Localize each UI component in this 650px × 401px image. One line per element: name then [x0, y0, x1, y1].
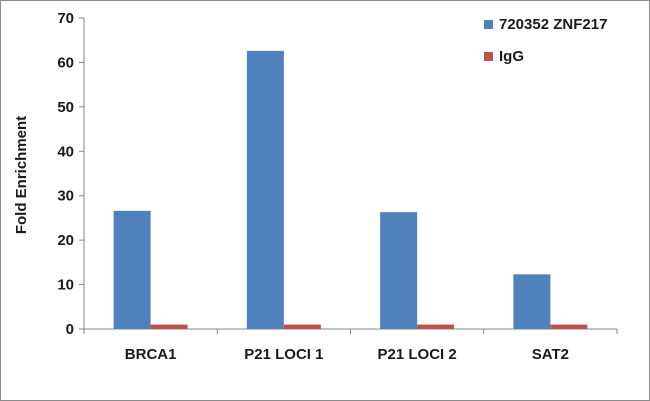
legend-label: IgG — [499, 48, 524, 65]
y-tick-label: 40 — [57, 143, 74, 160]
y-tick-label: 10 — [57, 277, 74, 294]
bar-igg — [150, 324, 188, 329]
legend-swatch — [484, 52, 493, 61]
bar-igg — [417, 324, 455, 329]
x-tick-label: BRCA1 — [125, 346, 177, 363]
legend-swatch — [484, 20, 493, 29]
y-tick-label: 70 — [57, 10, 74, 27]
legend: 720352 ZNF217 IgG — [484, 16, 607, 65]
x-tick-label: P21 LOCI 1 — [244, 346, 323, 363]
bar-igg — [550, 324, 588, 329]
bar-igg — [283, 324, 321, 329]
y-tick-label: 50 — [57, 99, 74, 116]
y-tick-label: 60 — [57, 54, 74, 71]
y-axis-label: Fold Enrichment — [13, 116, 30, 234]
legend-label: 720352 ZNF217 — [499, 16, 607, 33]
x-tick-label: P21 LOCI 2 — [378, 346, 457, 363]
x-tick-label: SAT2 — [532, 346, 569, 363]
bar-znf217 — [113, 210, 151, 329]
y-tick-label: 30 — [57, 188, 74, 205]
y-tick-label: 20 — [57, 232, 74, 249]
bar-znf217 — [380, 212, 418, 329]
bar-znf217 — [513, 274, 551, 329]
y-tick-label: 0 — [66, 321, 74, 338]
bar-znf217 — [246, 50, 284, 330]
